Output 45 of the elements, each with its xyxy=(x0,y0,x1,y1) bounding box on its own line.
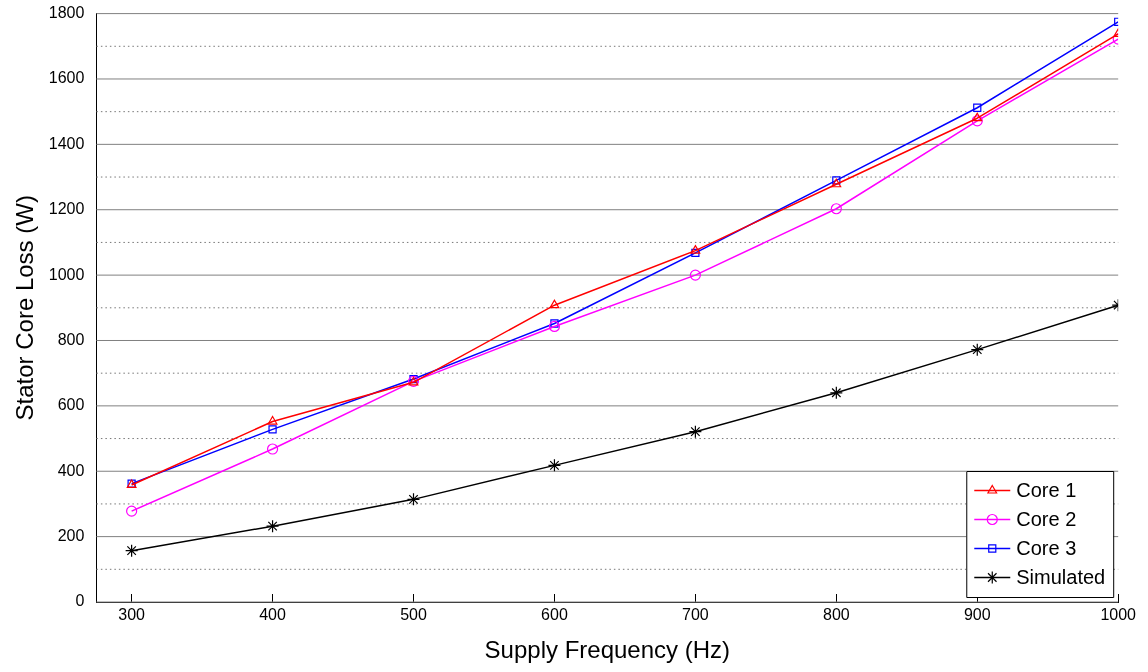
x-tick-label: 900 xyxy=(963,606,991,624)
x-axis-title: Supply Frequency (Hz) xyxy=(484,636,731,664)
point xyxy=(547,458,562,472)
point xyxy=(830,203,842,215)
y-tick-label: 800 xyxy=(57,330,85,348)
point xyxy=(549,299,560,309)
point xyxy=(267,415,278,425)
y-tick-label: 0 xyxy=(75,592,85,610)
point xyxy=(970,343,984,357)
x-tick-label: 300 xyxy=(118,606,146,624)
y-tick-label: 1400 xyxy=(48,134,85,152)
legend-label: Core 1 xyxy=(1016,479,1077,502)
y-tick-label: 1000 xyxy=(48,265,85,283)
x-tick-label: 1000 xyxy=(1100,606,1137,624)
point xyxy=(406,492,421,506)
x-tick-label: 400 xyxy=(259,606,287,624)
x-tick-label: 600 xyxy=(541,606,568,624)
point xyxy=(689,269,701,281)
legend-label: Core 3 xyxy=(1016,537,1077,560)
point xyxy=(125,544,139,558)
point xyxy=(972,112,983,122)
y-tick-label: 200 xyxy=(57,527,85,545)
point xyxy=(829,386,843,400)
point xyxy=(971,115,983,127)
point xyxy=(266,443,279,455)
x-tick-label: 700 xyxy=(682,606,709,624)
legend-label: Simulated xyxy=(1016,566,1106,589)
point xyxy=(550,319,559,328)
point xyxy=(688,425,702,439)
point xyxy=(268,425,277,434)
legend-label: Core 2 xyxy=(1016,508,1077,531)
point xyxy=(973,103,982,112)
point xyxy=(265,519,280,533)
point xyxy=(126,505,138,517)
point xyxy=(690,244,701,254)
point xyxy=(548,320,561,333)
y-tick-label: 1800 xyxy=(48,4,85,22)
y-tick-label: 1200 xyxy=(48,200,85,218)
y-tick-label: 1600 xyxy=(48,69,85,87)
y-axis-title: Stator Core Loss (W) xyxy=(11,195,39,421)
y-tick-label: 400 xyxy=(57,461,85,479)
y-tick-label: 600 xyxy=(57,396,85,414)
x-tick-label: 500 xyxy=(400,606,427,624)
x-tick-label: 800 xyxy=(822,606,850,624)
point xyxy=(691,248,700,258)
